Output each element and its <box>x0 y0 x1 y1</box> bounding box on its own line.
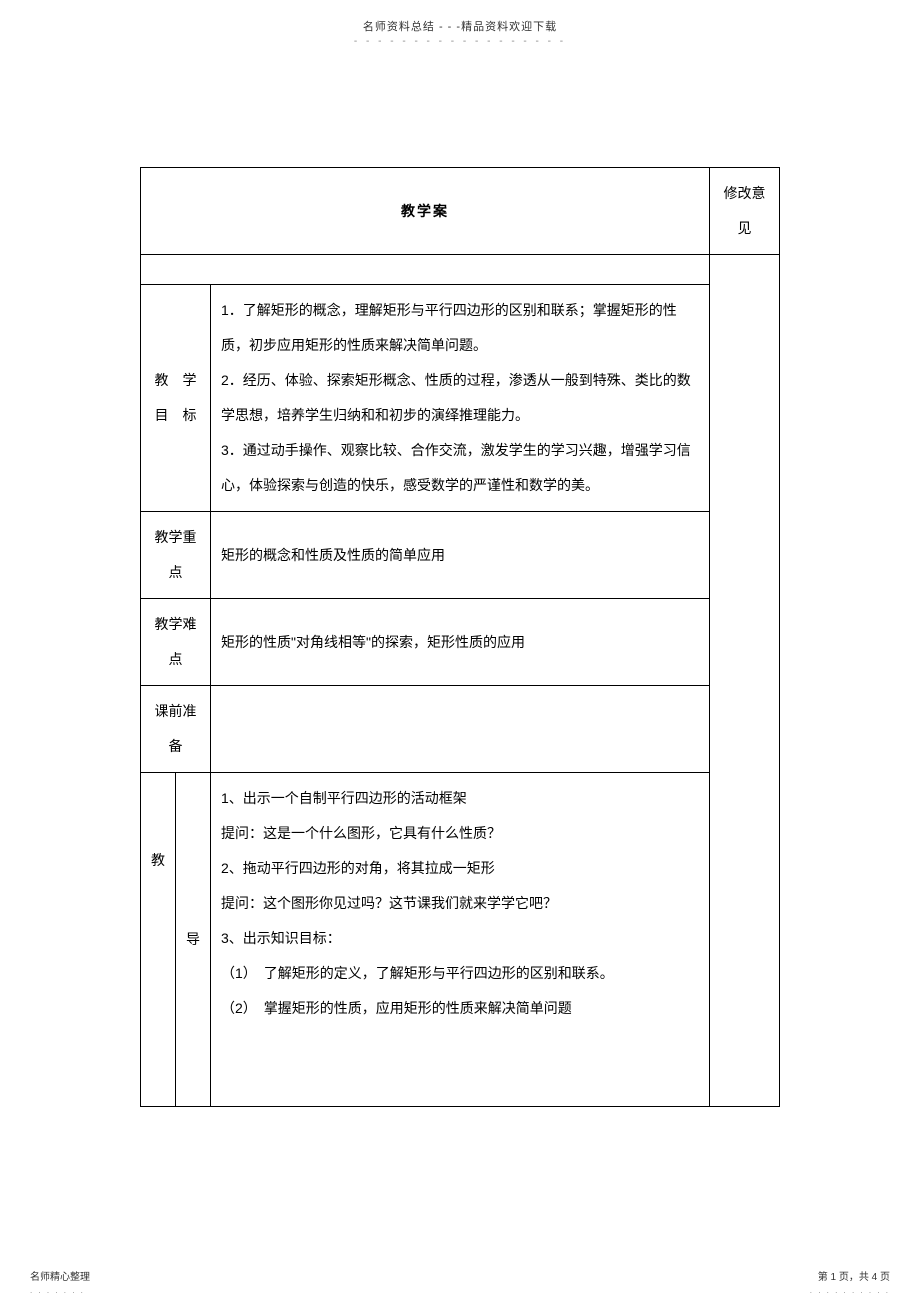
keypoint-content: 矩形的概念和性质及性质的简单应用 <box>211 512 710 599</box>
page-header: 名师资料总结 - - -精品资料欢迎下载 <box>0 0 920 34</box>
teaching-label-2: 导 <box>176 773 211 1107</box>
label-text: 教 <box>155 372 169 388</box>
footer-right-dots: . . . . . . . . . . <box>810 1286 890 1295</box>
lesson-plan-table: 教学案 修改意见 教 学 目 标 1．了解矩形的概念，理解矩形与平行四边形的区别… <box>140 167 780 1107</box>
table-title: 教学案 <box>141 168 710 255</box>
difficulty-content: 矩形的性质"对角线相等"的探索，矩形性质的应用 <box>211 599 710 686</box>
header-dots: - - - - - - - - - - - - - - - - - - <box>0 36 920 47</box>
blank-cell <box>141 255 710 285</box>
comment-column <box>710 255 780 1107</box>
label-text: 目 <box>155 407 169 423</box>
footer-left: 名师精心整理 <box>30 1268 90 1283</box>
teaching-label-1: 教 <box>141 773 176 1107</box>
footer-right: 第 1 页，共 4 页 <box>818 1268 890 1283</box>
label-text: 标 <box>183 407 197 423</box>
comment-header: 修改意见 <box>710 168 780 255</box>
difficulty-label: 教学难点 <box>141 599 211 686</box>
objectives-label: 教 学 目 标 <box>141 285 211 512</box>
label-text: 学 <box>183 372 197 388</box>
objectives-content: 1．了解矩形的概念，理解矩形与平行四边形的区别和联系；掌握矩形的性质，初步应用矩… <box>211 285 710 512</box>
preparation-label: 课前准备 <box>141 686 211 773</box>
preparation-content <box>211 686 710 773</box>
teaching-content: 1、出示一个自制平行四边形的活动框架 提问：这是一个什么图形，它具有什么性质？ … <box>211 773 710 1107</box>
footer-left-dots: . . . . . . . <box>30 1286 85 1295</box>
keypoint-label: 教学重点 <box>141 512 211 599</box>
